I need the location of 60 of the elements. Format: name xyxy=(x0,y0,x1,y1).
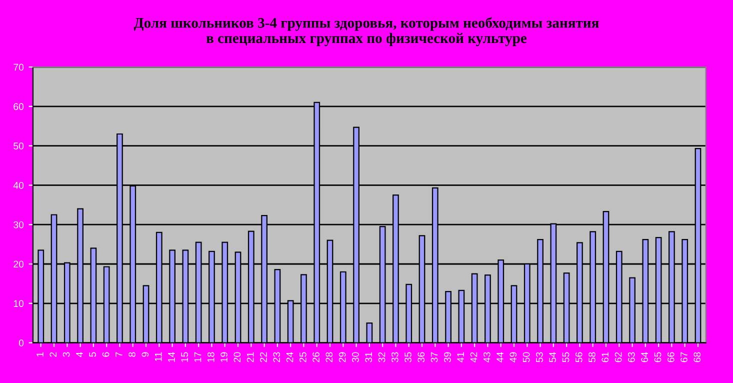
x-tick-label: 32 xyxy=(378,352,386,362)
x-tick-label: 23 xyxy=(273,352,280,362)
x-tick-label: 28 xyxy=(326,352,333,362)
x-tick-label: 22 xyxy=(260,352,267,362)
x-tick-label: 44 xyxy=(496,352,504,362)
x-tick-label: 4 xyxy=(76,352,83,357)
x-tick-label: 3 xyxy=(62,352,70,357)
x-tick-label: 15 xyxy=(181,352,188,362)
x-tick-label: 55 xyxy=(562,352,570,362)
y-tick-label: 30 xyxy=(14,221,24,228)
y-tick-label: 70 xyxy=(14,64,24,71)
x-tick-label: 56 xyxy=(575,352,582,362)
x-tick-label: 21 xyxy=(246,352,254,362)
chart-title: Доля школьников 3-4 группы здоровья, которым необходимы занятия в специальных группах по физической культуре xyxy=(134,17,599,46)
y-tick-label: 10 xyxy=(14,300,24,308)
x-tick-label: 24 xyxy=(286,352,294,362)
x-tick-label: 64 xyxy=(641,352,648,362)
x-tick-label: 63 xyxy=(628,352,635,362)
x-tick-label: 8 xyxy=(128,352,136,357)
y-tick-label: 20 xyxy=(14,260,24,268)
x-tick-label: 7 xyxy=(116,352,122,357)
x-tick-label: 14 xyxy=(168,352,175,362)
x-tick-label: 17 xyxy=(194,352,202,362)
x-tick-label: 39 xyxy=(444,352,451,362)
x-tick-label: 26 xyxy=(312,352,320,362)
x-tick-label: 19 xyxy=(220,352,228,362)
x-tick-label: 33 xyxy=(391,352,398,362)
x-tick-label: 35 xyxy=(404,352,412,362)
x-tick-label: 9 xyxy=(142,352,149,357)
x-tick-label: 6 xyxy=(102,352,110,357)
y-tick-label: 40 xyxy=(13,182,24,189)
y-tick-label: 0 xyxy=(18,340,24,346)
x-tick-label: 29 xyxy=(338,352,346,362)
x-tick-label: 30 xyxy=(352,352,359,362)
x-tick-label: 31 xyxy=(365,352,372,362)
x-tick-label: 65 xyxy=(654,352,662,362)
x-tick-label: 18 xyxy=(207,352,214,362)
x-tick-label: 62 xyxy=(614,352,622,362)
x-tick-label: 61 xyxy=(602,352,609,362)
x-tick-label: 1 xyxy=(36,352,44,356)
x-tick-label: 58 xyxy=(588,352,596,362)
x-tick-label: 66 xyxy=(667,352,674,362)
x-tick-label: 2 xyxy=(50,352,57,357)
x-tick-label: 41 xyxy=(457,352,464,362)
y-tick-label: 50 xyxy=(14,142,24,150)
x-tick-label: 67 xyxy=(680,352,688,362)
x-tick-label: 49 xyxy=(510,352,517,362)
x-tick-label: 20 xyxy=(234,352,241,362)
x-tick-label: 53 xyxy=(536,352,543,362)
x-tick-label: 36 xyxy=(418,352,425,362)
x-tick-label: 11 xyxy=(154,352,162,362)
y-tick-label: 60 xyxy=(14,103,24,110)
x-tick-label: 54 xyxy=(549,352,556,362)
x-tick-label: 5 xyxy=(89,352,96,357)
x-tick-label: 37 xyxy=(430,352,438,362)
x-tick-label: 25 xyxy=(299,352,306,362)
x-tick-label: 68 xyxy=(694,352,701,362)
x-tick-label: 50 xyxy=(522,352,530,362)
x-tick-label: 42 xyxy=(470,352,478,362)
x-tick-label: 43 xyxy=(483,352,490,362)
